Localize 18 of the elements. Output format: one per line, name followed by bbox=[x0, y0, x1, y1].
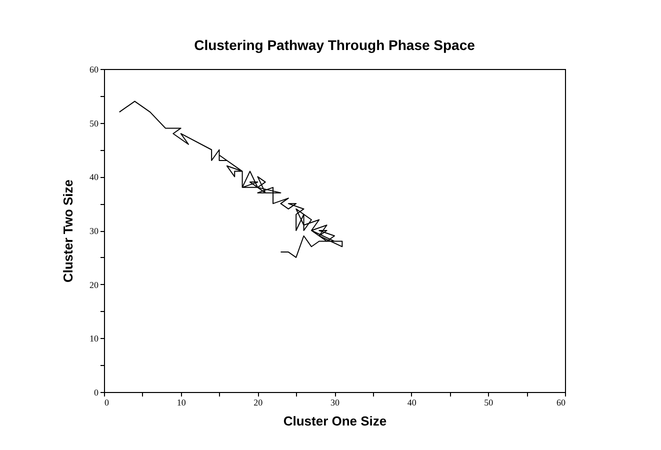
x-tick-label: 50 bbox=[484, 398, 494, 408]
y-tick-label: 50 bbox=[90, 118, 99, 128]
y-tick-label: 0 bbox=[94, 388, 99, 398]
y-tick-label: 60 bbox=[90, 64, 99, 74]
x-tick-label: 0 bbox=[104, 398, 110, 408]
y-tick-label: 10 bbox=[90, 334, 99, 344]
x-tick-label: 60 bbox=[556, 398, 566, 408]
x-tick-label: 40 bbox=[407, 398, 417, 408]
y-tick-label: 30 bbox=[90, 226, 99, 236]
y-tick-label: 20 bbox=[90, 280, 99, 290]
chart-title: Clustering Pathway Through Phase Space bbox=[194, 37, 476, 53]
x-axis-title: Cluster One Size bbox=[283, 414, 387, 428]
y-axis-title: Cluster Two Size bbox=[60, 179, 76, 283]
y-tick-label: 40 bbox=[90, 172, 99, 182]
x-tick-label: 10 bbox=[176, 398, 186, 408]
x-tick-label: 30 bbox=[330, 398, 340, 408]
line-series bbox=[118, 100, 343, 258]
x-tick-label: 20 bbox=[254, 398, 264, 408]
